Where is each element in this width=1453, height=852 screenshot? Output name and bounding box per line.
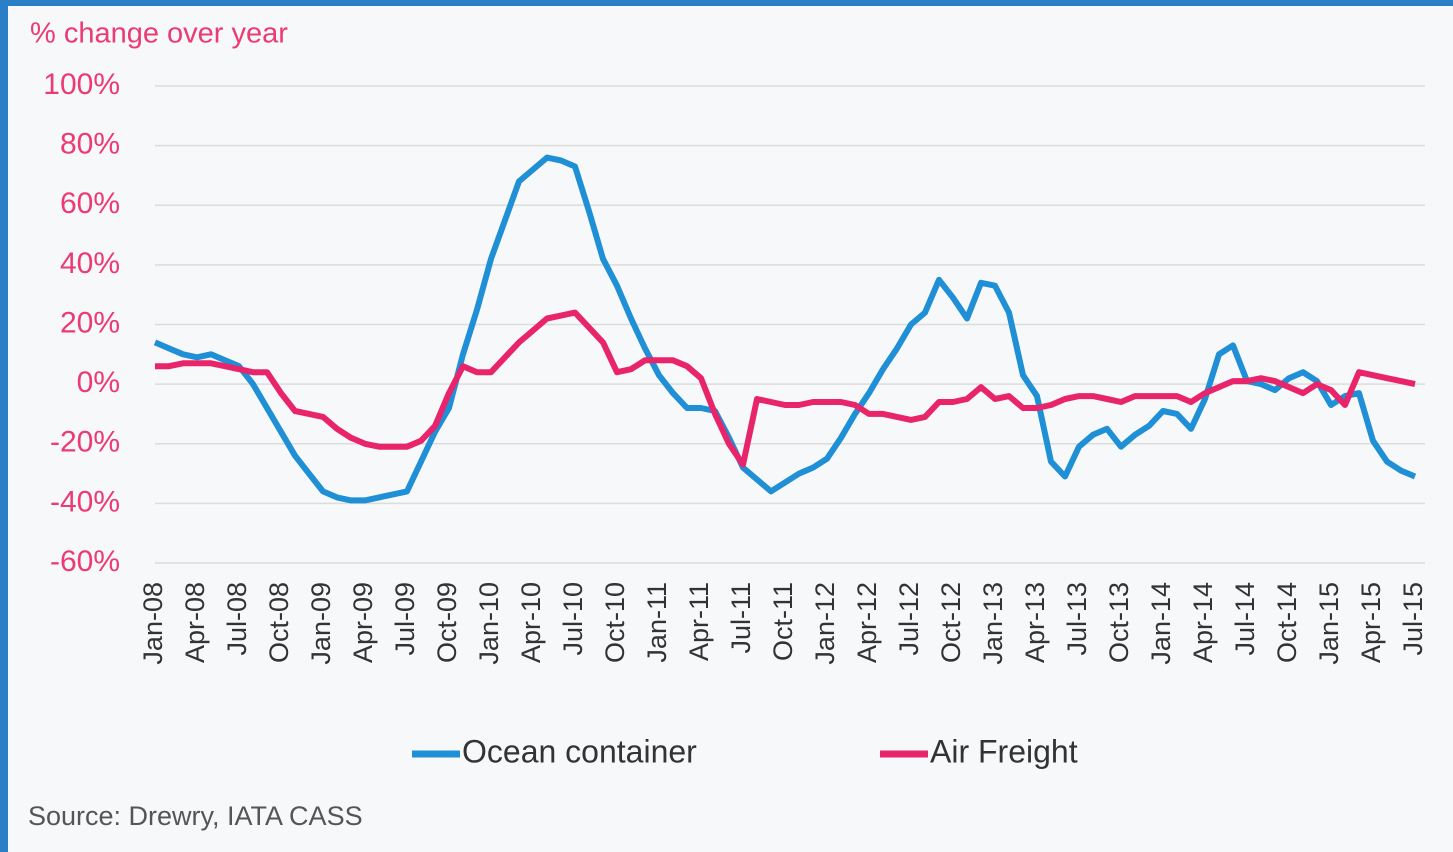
y-tick-label: -40%	[50, 485, 120, 518]
y-tick-label: -60%	[50, 545, 120, 578]
x-tick-label: Jul-13	[1062, 582, 1092, 656]
x-tick-label: Oct-11	[768, 582, 798, 661]
x-tick-label: Jan-14	[1146, 582, 1176, 665]
x-tick-label: Oct-10	[600, 582, 630, 663]
x-tick-label: Oct-13	[1104, 582, 1134, 663]
x-tick-label: Apr-12	[852, 582, 882, 663]
x-tick-label: Oct-09	[432, 582, 462, 663]
legend-label: Ocean container	[462, 733, 697, 769]
y-tick-label: 100%	[43, 68, 120, 101]
panel	[8, 6, 1453, 852]
x-tick-label: Jul-15	[1398, 582, 1428, 656]
y-tick-label: 0%	[77, 366, 120, 399]
x-tick-label: Jan-11	[642, 582, 672, 663]
x-tick-label: Jan-10	[474, 582, 504, 665]
x-tick-label: Apr-09	[348, 582, 378, 663]
x-tick-label: Oct-14	[1272, 582, 1302, 663]
series-line	[153, 154, 1417, 504]
x-tick-label: Apr-14	[1188, 582, 1218, 663]
y-tick-label: 20%	[60, 306, 120, 339]
y-tick-label: 60%	[60, 187, 120, 220]
y-axis-label: % change over year	[30, 18, 288, 50]
x-tick-label: Jul-14	[1230, 582, 1260, 656]
x-tick-label: Jan-08	[138, 582, 168, 665]
source: Source: Drewry, IATA CASS	[28, 801, 363, 831]
x-tick-label: Jan-12	[810, 582, 840, 665]
x-tick-label: Jul-09	[390, 582, 420, 656]
x-tick-label: Apr-08	[180, 582, 210, 663]
x-tick-label: Jan-15	[1314, 582, 1344, 665]
x-tick-label: Apr-11	[684, 582, 714, 661]
x-tick-label: Oct-12	[936, 582, 966, 663]
x-tick-label: Jul-10	[558, 582, 588, 656]
x-tick-label: Apr-15	[1356, 582, 1386, 663]
x-tick-label: Oct-08	[264, 582, 294, 663]
x-tick-label: Jul-11	[726, 582, 756, 654]
y-tick-label: 40%	[60, 247, 120, 280]
y-tick-label: 80%	[60, 128, 120, 161]
x-tick-label: Apr-10	[516, 582, 546, 663]
y-tick-label: -20%	[50, 426, 120, 459]
x-tick-label: Jul-12	[894, 582, 924, 656]
x-tick-label: Apr-13	[1020, 582, 1050, 663]
legend-label: Air Freight	[930, 733, 1078, 769]
x-tick-label: Jan-09	[306, 582, 336, 665]
x-tick-label: Jul-08	[222, 582, 252, 656]
series-line	[155, 309, 1416, 468]
x-tick-label: Jan-13	[978, 582, 1008, 665]
